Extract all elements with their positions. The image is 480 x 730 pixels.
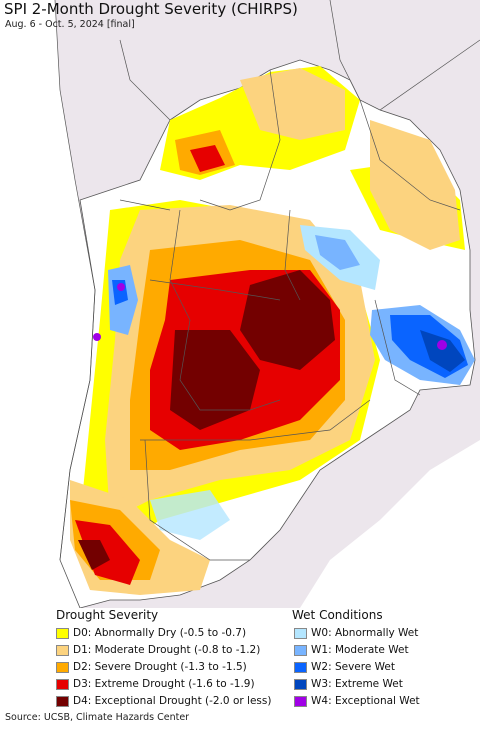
legend-label-w3: W3: Extreme Wet bbox=[311, 678, 403, 690]
drought-legend: Drought Severity D0: Abnormally Dry (-0.… bbox=[34, 608, 284, 707]
legend-swatch-d0 bbox=[56, 627, 69, 639]
legend-item-w3: W3: Extreme Wet bbox=[294, 678, 403, 690]
atlantic-ocean bbox=[300, 440, 480, 608]
legend-swatch-d4 bbox=[56, 695, 69, 707]
legend-item-w4: W4: Exceptional Wet bbox=[294, 695, 420, 707]
map-subtitle: Aug. 6 - Oct. 5, 2024 [final] bbox=[5, 19, 135, 30]
pacific-ocean bbox=[0, 0, 95, 608]
d3-area-north bbox=[190, 145, 225, 172]
legend-swatch-w0 bbox=[294, 627, 307, 639]
legend-swatch-w1 bbox=[294, 644, 307, 656]
wet-legend-heading: Wet Conditions bbox=[292, 608, 383, 622]
legend-swatch-w3 bbox=[294, 678, 307, 690]
legend-item-w0: W0: Abnormally Wet bbox=[294, 627, 418, 639]
legend-swatch-w4 bbox=[294, 695, 307, 707]
legend-swatch-d3 bbox=[56, 678, 69, 690]
legend-item-d3: D3: Extreme Drought (-1.6 to -1.9) bbox=[56, 678, 255, 690]
legend-label-w0: W0: Abnormally Wet bbox=[311, 627, 419, 639]
legend-label-d1: D1: Moderate Drought (-0.8 to -1.2) bbox=[73, 644, 261, 656]
legend-swatch-d1 bbox=[56, 644, 69, 656]
wet-legend: Wet Conditions W0: Abnormally Wet W1: Mo… bbox=[292, 608, 477, 707]
legend-item-d2: D2: Severe Drought (-1.3 to -1.5) bbox=[56, 661, 247, 673]
source-credit: Source: UCSB, Climate Hazards Center bbox=[5, 712, 190, 723]
legend-item-d4: D4: Exceptional Drought (-2.0 or less) bbox=[56, 695, 271, 707]
w3-area-southeast bbox=[420, 330, 465, 372]
legend-item-d1: D1: Moderate Drought (-0.8 to -1.2) bbox=[56, 644, 260, 656]
d4-area-south bbox=[78, 540, 110, 570]
d3-area-south bbox=[75, 520, 140, 585]
w4-area-west-coast bbox=[93, 333, 101, 341]
border-lines bbox=[54, 0, 480, 561]
legend-label-d3: D3: Extreme Drought (-1.6 to -1.9) bbox=[73, 678, 255, 690]
w1-area-east bbox=[315, 235, 360, 270]
legend-swatch-w2 bbox=[294, 661, 307, 673]
drought-map bbox=[0, 0, 480, 608]
legend-label-w4: W4: Exceptional Wet bbox=[311, 695, 420, 707]
legend-item-d0: D0: Abnormally Dry (-0.5 to -0.7) bbox=[56, 627, 246, 639]
legend-label-d4: D4: Exceptional Drought (-2.0 or less) bbox=[73, 695, 272, 707]
w4-area-west bbox=[117, 283, 125, 291]
d4-area-central-south bbox=[170, 330, 260, 430]
legend-item-w2: W2: Severe Wet bbox=[294, 661, 395, 673]
drought-legend-heading: Drought Severity bbox=[56, 608, 159, 622]
w0-area-patagonia bbox=[150, 490, 230, 540]
map-title: SPI 2-Month Drought Severity (CHIRPS) bbox=[4, 0, 298, 18]
legend-label-d0: D0: Abnormally Dry (-0.5 to -0.7) bbox=[73, 627, 247, 639]
legend-label-w2: W2: Severe Wet bbox=[311, 661, 395, 673]
legend-item-w1: W1: Moderate Wet bbox=[294, 644, 409, 656]
legend-label-w1: W1: Moderate Wet bbox=[311, 644, 409, 656]
d1-area-north bbox=[240, 68, 345, 140]
w4-area-southeast bbox=[437, 340, 447, 350]
d1-area-paraguay bbox=[370, 120, 460, 250]
legend-label-d2: D2: Severe Drought (-1.3 to -1.5) bbox=[73, 661, 247, 673]
d4-area-central bbox=[240, 270, 335, 370]
legend-swatch-d2 bbox=[56, 661, 69, 673]
